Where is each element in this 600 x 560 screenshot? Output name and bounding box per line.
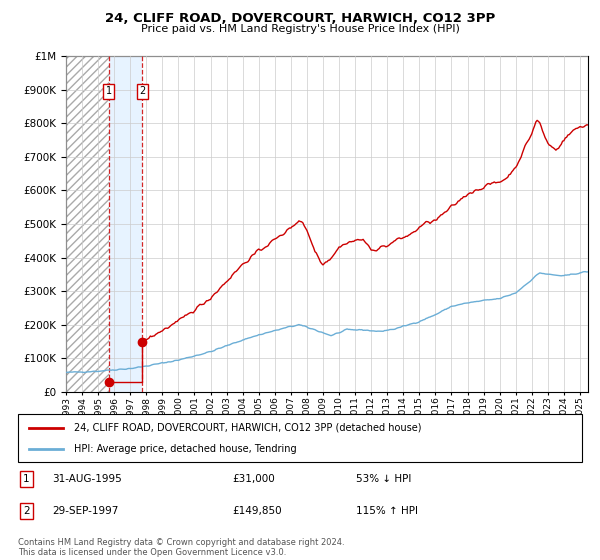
Text: Price paid vs. HM Land Registry's House Price Index (HPI): Price paid vs. HM Land Registry's House …: [140, 24, 460, 34]
Text: 31-AUG-1995: 31-AUG-1995: [52, 474, 122, 484]
Text: Contains HM Land Registry data © Crown copyright and database right 2024.
This d: Contains HM Land Registry data © Crown c…: [18, 538, 344, 557]
Text: £31,000: £31,000: [232, 474, 275, 484]
Bar: [66, 56, 109, 392]
Text: HPI: Average price, detached house, Tendring: HPI: Average price, detached house, Tend…: [74, 444, 297, 454]
Text: 2: 2: [23, 506, 30, 516]
Text: 29-SEP-1997: 29-SEP-1997: [52, 506, 118, 516]
Bar: [109, 56, 142, 392]
FancyBboxPatch shape: [18, 414, 582, 462]
Text: 24, CLIFF ROAD, DOVERCOURT, HARWICH, CO12 3PP: 24, CLIFF ROAD, DOVERCOURT, HARWICH, CO1…: [105, 12, 495, 25]
Text: 115% ↑ HPI: 115% ↑ HPI: [356, 506, 418, 516]
Text: 1: 1: [23, 474, 30, 484]
Text: 1: 1: [106, 86, 112, 96]
Text: 53% ↓ HPI: 53% ↓ HPI: [356, 474, 412, 484]
Text: 24, CLIFF ROAD, DOVERCOURT, HARWICH, CO12 3PP (detached house): 24, CLIFF ROAD, DOVERCOURT, HARWICH, CO1…: [74, 423, 422, 433]
Text: 2: 2: [139, 86, 145, 96]
Text: £149,850: £149,850: [232, 506, 282, 516]
